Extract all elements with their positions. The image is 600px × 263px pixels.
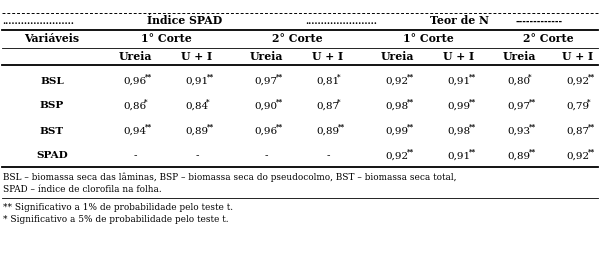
Text: 0,92: 0,92: [566, 151, 590, 160]
Text: BST: BST: [40, 127, 64, 135]
Text: *: *: [206, 98, 210, 106]
Text: 0,92: 0,92: [385, 77, 409, 85]
Text: **: **: [589, 148, 596, 156]
Text: 0,81: 0,81: [316, 77, 340, 85]
Text: 0,89: 0,89: [316, 127, 340, 135]
Text: Ureia: Ureia: [118, 50, 152, 62]
Text: 0,96: 0,96: [254, 127, 278, 135]
Text: **: **: [277, 98, 284, 106]
Text: ** Significativo a 1% de probabilidade pelo teste t.: ** Significativo a 1% de probabilidade p…: [3, 204, 233, 213]
Text: 0,98: 0,98: [385, 102, 409, 110]
Text: **: **: [338, 123, 346, 131]
Text: Variáveis: Variáveis: [25, 33, 80, 44]
Text: **: **: [469, 98, 476, 106]
Text: 0,87: 0,87: [566, 127, 590, 135]
Text: -: -: [195, 151, 199, 160]
Text: 0,90: 0,90: [254, 102, 278, 110]
Text: *: *: [337, 98, 341, 106]
Text: **: **: [529, 148, 536, 156]
Text: 0,87: 0,87: [316, 102, 340, 110]
Text: 1° Corte: 1° Corte: [140, 33, 191, 44]
Text: **: **: [589, 73, 596, 81]
Text: **: **: [145, 123, 152, 131]
Text: BSL: BSL: [40, 77, 64, 85]
Text: -: -: [133, 151, 137, 160]
Text: BSL – biomassa seca das lâminas, BSP – biomassa seca do pseudocolmo, BST – bioma: BSL – biomassa seca das lâminas, BSP – b…: [3, 172, 457, 182]
Text: .......................: .......................: [2, 17, 74, 26]
Text: 0,97: 0,97: [254, 77, 278, 85]
Text: 0,93: 0,93: [508, 127, 530, 135]
Text: 0,91: 0,91: [448, 151, 470, 160]
Text: **: **: [208, 123, 215, 131]
Text: 0,99: 0,99: [448, 102, 470, 110]
Text: **: **: [277, 123, 284, 131]
Text: U + I: U + I: [181, 50, 212, 62]
Text: -: -: [264, 151, 268, 160]
Text: **: **: [277, 73, 284, 81]
Text: **: **: [529, 123, 536, 131]
Text: 0,89: 0,89: [185, 127, 209, 135]
Text: 0,79: 0,79: [566, 102, 590, 110]
Text: 0,96: 0,96: [124, 77, 146, 85]
Text: **: **: [407, 73, 415, 81]
Text: *: *: [587, 98, 591, 106]
Text: SPAD: SPAD: [36, 151, 68, 160]
Text: *: *: [144, 98, 148, 106]
Text: *: *: [528, 73, 532, 81]
Text: 0,91: 0,91: [185, 77, 209, 85]
Text: 0,91: 0,91: [448, 77, 470, 85]
Text: 0,92: 0,92: [385, 151, 409, 160]
Text: 2° Corte: 2° Corte: [523, 33, 574, 44]
Text: Ureia: Ureia: [380, 50, 413, 62]
Text: **: **: [469, 148, 476, 156]
Text: Ureia: Ureia: [502, 50, 536, 62]
Text: **: **: [407, 148, 415, 156]
Text: 0,86: 0,86: [124, 102, 146, 110]
Text: * Significativo a 5% de probabilidade pelo teste t.: * Significativo a 5% de probabilidade pe…: [3, 215, 229, 225]
Text: 2° Corte: 2° Corte: [272, 33, 322, 44]
Text: U + I: U + I: [562, 50, 593, 62]
Text: SPAD – índice de clorofila na folha.: SPAD – índice de clorofila na folha.: [3, 185, 162, 194]
Text: **: **: [469, 123, 476, 131]
Text: BSP: BSP: [40, 102, 64, 110]
Text: **: **: [208, 73, 215, 81]
Text: 0,84: 0,84: [185, 102, 209, 110]
Text: **: **: [407, 98, 415, 106]
Text: **: **: [145, 73, 152, 81]
Text: **: **: [529, 98, 536, 106]
Text: 0,97: 0,97: [508, 102, 530, 110]
Text: 0,98: 0,98: [448, 127, 470, 135]
Text: U + I: U + I: [313, 50, 344, 62]
Text: 0,99: 0,99: [385, 127, 409, 135]
Text: 0,94: 0,94: [124, 127, 146, 135]
Text: *: *: [337, 73, 341, 81]
Text: 0,92: 0,92: [566, 77, 590, 85]
Text: -------------: -------------: [515, 17, 562, 26]
Text: Ureia: Ureia: [250, 50, 283, 62]
Text: U + I: U + I: [443, 50, 475, 62]
Text: Teor de N: Teor de N: [431, 16, 490, 27]
Text: **: **: [407, 123, 415, 131]
Text: 1° Corte: 1° Corte: [403, 33, 454, 44]
Text: 0,80: 0,80: [508, 77, 530, 85]
Text: 0,89: 0,89: [508, 151, 530, 160]
Text: Índice SPAD: Índice SPAD: [148, 16, 223, 27]
Text: .......................: .......................: [305, 17, 377, 26]
Text: **: **: [469, 73, 476, 81]
Text: -: -: [326, 151, 330, 160]
Text: **: **: [589, 123, 596, 131]
